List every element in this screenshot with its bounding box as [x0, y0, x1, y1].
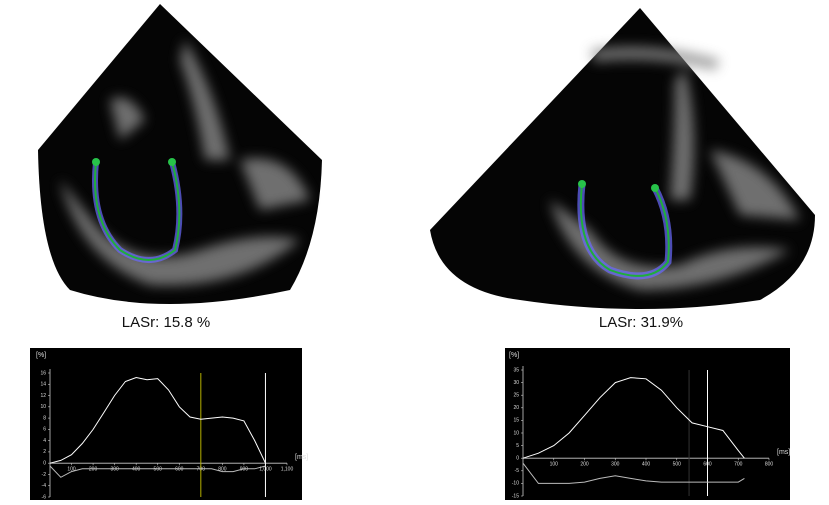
strain-curve — [49, 465, 266, 478]
y-tick-label: 15 — [513, 418, 519, 424]
y-tick-label: 8 — [43, 415, 46, 421]
x-tick-label: 200 — [89, 467, 98, 473]
y-axis-label: [%] — [36, 352, 46, 359]
plot-background — [505, 348, 790, 500]
y-tick-label: 16 — [40, 370, 46, 376]
plot-background — [30, 348, 302, 500]
x-tick-label: 800 — [765, 462, 774, 468]
x-tick-label: 900 — [240, 467, 249, 473]
x-tick-label: 300 — [110, 467, 119, 473]
y-tick-label: 6 — [43, 427, 46, 433]
x-tick-label: 600 — [175, 467, 184, 473]
y-tick-label: 0 — [516, 456, 519, 462]
x-tick-label: 500 — [154, 467, 163, 473]
x-tick-label: 100 — [67, 467, 76, 473]
strain-curve — [522, 377, 745, 459]
x-axis-label: [ms] — [295, 454, 308, 461]
y-tick-label: -4 — [42, 483, 47, 489]
y-tick-label: 25 — [513, 393, 519, 399]
y-tick-label: 4 — [43, 438, 46, 444]
y-tick-label: 20 — [513, 405, 519, 411]
y-tick-label: 12 — [40, 393, 46, 399]
x-tick-label: 500 — [673, 462, 682, 468]
y-tick-label: 35 — [513, 367, 519, 373]
y-tick-label: -6 — [42, 494, 47, 500]
y-tick-label: 14 — [40, 382, 46, 388]
y-tick-label: -2 — [42, 472, 47, 478]
x-tick-label: 400 — [642, 462, 651, 468]
y-tick-label: 10 — [513, 430, 519, 436]
y-tick-label: 5 — [516, 443, 519, 449]
x-tick-label: 700 — [734, 462, 743, 468]
strain-curve — [49, 376, 266, 464]
panel-label: LASr: 15.8 % — [122, 314, 210, 331]
echo-left — [38, 4, 322, 304]
y-tick-label: -5 — [515, 468, 520, 474]
y-tick-label: -15 — [512, 493, 519, 499]
y-tick-label: 30 — [513, 380, 519, 386]
y-tick-label: -10 — [512, 481, 519, 487]
y-tick-label: 0 — [43, 461, 46, 467]
x-tick-label: 300 — [611, 462, 620, 468]
x-axis-label: [ms] — [777, 449, 790, 456]
panel-label: LASr: 31.9% — [599, 314, 683, 331]
x-tick-label: 800 — [218, 467, 227, 473]
y-axis-label: [%] — [509, 352, 519, 359]
x-tick-label: 400 — [132, 467, 141, 473]
strain-curve — [522, 462, 745, 484]
x-tick-label: 1,100 — [281, 467, 294, 473]
y-tick-label: 10 — [40, 404, 46, 410]
x-tick-label: 200 — [580, 462, 589, 468]
x-tick-label: 100 — [550, 462, 559, 468]
echo-right — [430, 8, 815, 309]
y-tick-label: 2 — [43, 449, 46, 455]
